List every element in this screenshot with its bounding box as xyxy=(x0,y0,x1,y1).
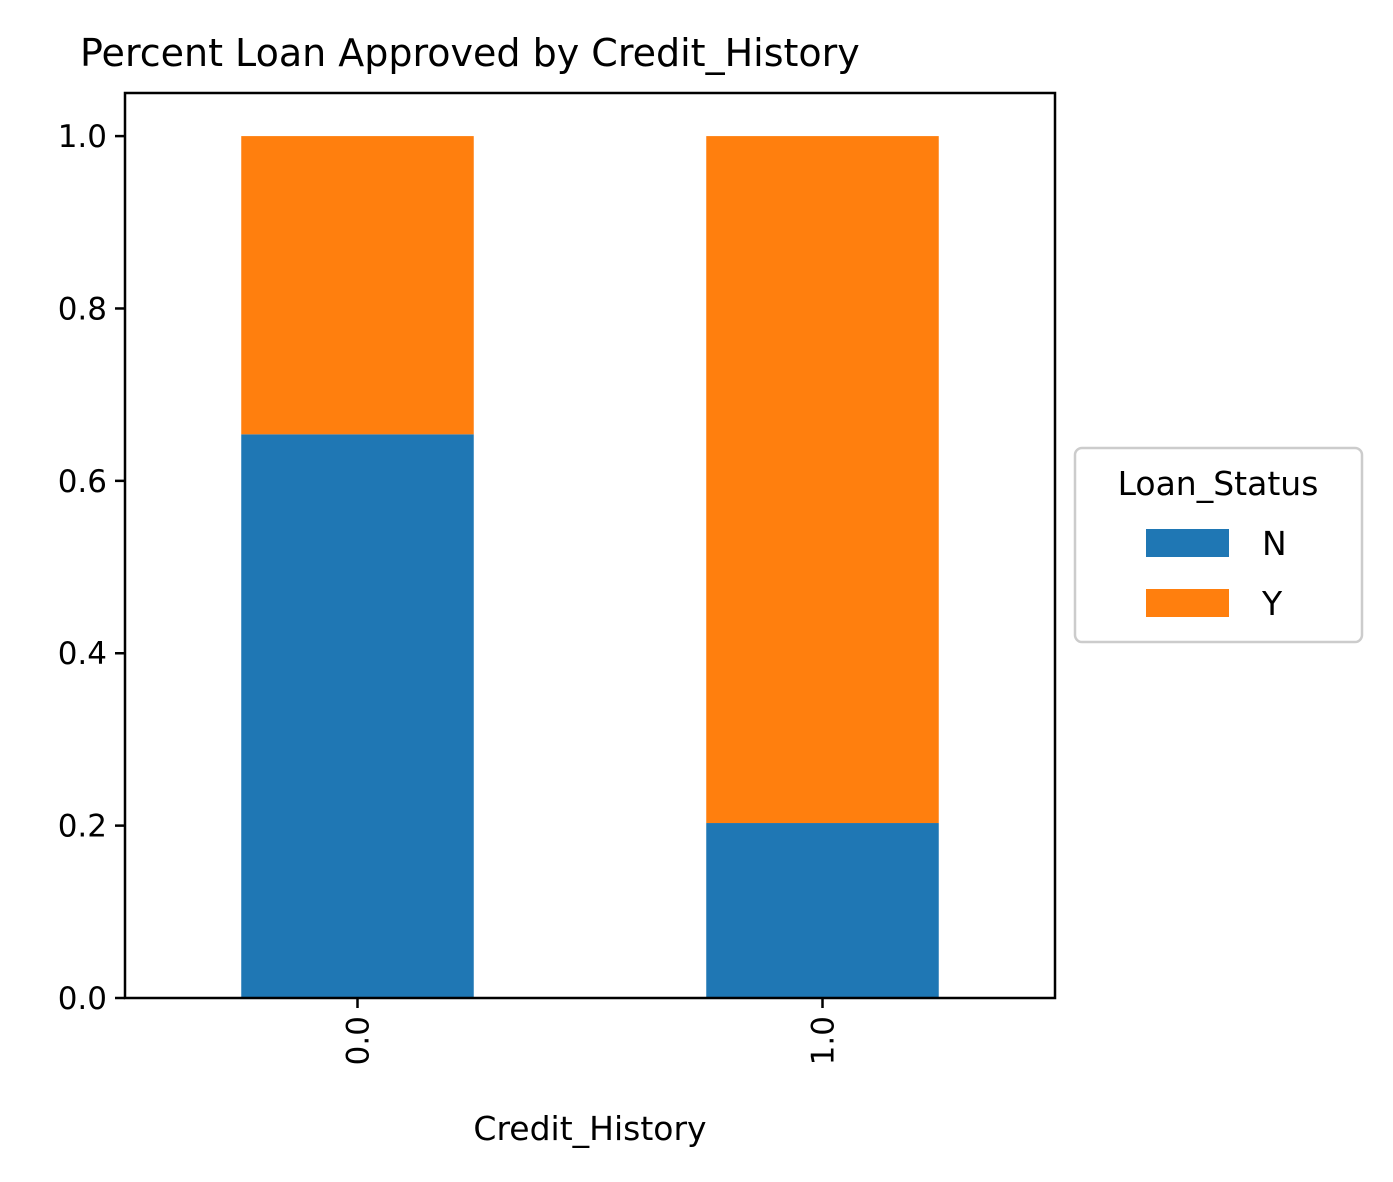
bar-n-0-0 xyxy=(241,434,474,998)
x-axis: 0.0 1.0 xyxy=(341,998,842,1065)
legend-swatch-n xyxy=(1146,529,1229,557)
legend: Loan_Status NY xyxy=(1073,446,1364,644)
legend-swatch-y xyxy=(1146,589,1229,617)
legend-entries: NY xyxy=(1146,524,1287,623)
y-tick-label: 0.6 xyxy=(58,464,107,500)
bar-n-1-0 xyxy=(706,823,939,998)
chart-title: Percent Loan Approved by Credit_History xyxy=(80,31,860,75)
plot-frame xyxy=(123,91,1057,1000)
x-axis-label: Credit_History xyxy=(473,1109,706,1148)
legend-label-y: Y xyxy=(1261,584,1283,623)
bar-y-1-0 xyxy=(706,136,939,824)
x-tick-label: 0.0 xyxy=(341,1016,377,1065)
y-tick-label: 0.2 xyxy=(58,809,107,845)
y-tick-label: 1.0 xyxy=(58,119,107,155)
y-axis: 0.0 0.2 0.4 0.6 0.8 1.0 xyxy=(58,119,125,1017)
legend-label-n: N xyxy=(1262,524,1287,563)
bars-layer xyxy=(241,136,939,998)
y-tick-label: 0.8 xyxy=(58,291,107,327)
legend-title: Loan_Status xyxy=(1118,464,1319,503)
bar-y-0-0 xyxy=(241,136,474,435)
x-tick-label: 1.0 xyxy=(806,1016,842,1065)
y-tick-label: 0.0 xyxy=(58,981,107,1017)
y-tick-label: 0.4 xyxy=(58,636,107,672)
